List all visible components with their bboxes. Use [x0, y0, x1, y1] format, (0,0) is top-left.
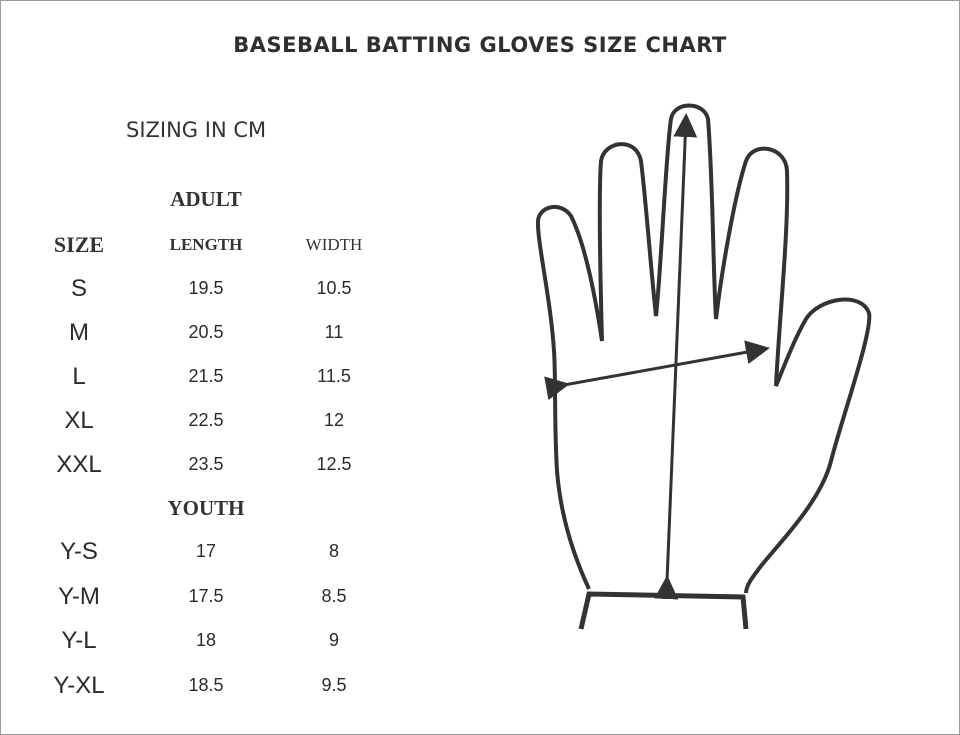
youth-length-cell: 18.5 [188, 675, 224, 695]
adult-length-cell: 23.5 [188, 454, 224, 474]
youth-size-cell: Y-S [60, 538, 98, 565]
adult-size-cell: S [70, 275, 87, 302]
size-header: SIZE [53, 232, 105, 257]
chart-title: BASEBALL BATTING GLOVES SIZE CHART [233, 33, 727, 57]
youth-length-cell: 17.5 [188, 586, 224, 606]
adult-width-cell: 12 [323, 410, 345, 430]
youth-length-cell: 17 [195, 541, 217, 561]
adult-size-cell: L [72, 363, 86, 390]
youth-width-cell: 8.5 [321, 586, 347, 606]
youth-size-cell: Y-L [61, 627, 97, 654]
youth-width-cell: 9.5 [321, 675, 347, 695]
adult-length-cell: 21.5 [188, 366, 224, 386]
youth-size-cell: Y-XL [53, 672, 105, 699]
youth-heading: YOUTH [167, 496, 245, 520]
adult-heading: ADULT [170, 187, 242, 211]
adult-length-cell: 19.5 [188, 278, 224, 298]
adult-length-cell: 22.5 [188, 410, 224, 430]
youth-width-cell: 8 [328, 541, 339, 561]
youth-length-cell: 18 [195, 630, 217, 650]
adult-width-cell: 12.5 [316, 454, 352, 474]
youth-width-cell: 9 [328, 630, 339, 650]
adult-length-cell: 20.5 [188, 322, 224, 342]
glove-outline [535, 103, 872, 594]
adult-size-cell: XL [64, 407, 94, 434]
width-header: WIDTH [305, 235, 363, 254]
units-subtitle: SIZING IN CM [126, 118, 267, 142]
width-arrow [544, 340, 770, 400]
adult-size-cell: XXL [56, 451, 102, 478]
adult-width-cell: 10.5 [316, 278, 352, 298]
length-header: LENGTH [169, 235, 243, 254]
length-arrow [654, 113, 698, 600]
adult-width-cell: 11 [324, 322, 344, 342]
adult-width-cell: 11.5 [317, 366, 351, 386]
youth-size-cell: Y-M [58, 583, 100, 610]
adult-size-cell: M [69, 319, 89, 346]
glove-cuff [578, 591, 749, 630]
